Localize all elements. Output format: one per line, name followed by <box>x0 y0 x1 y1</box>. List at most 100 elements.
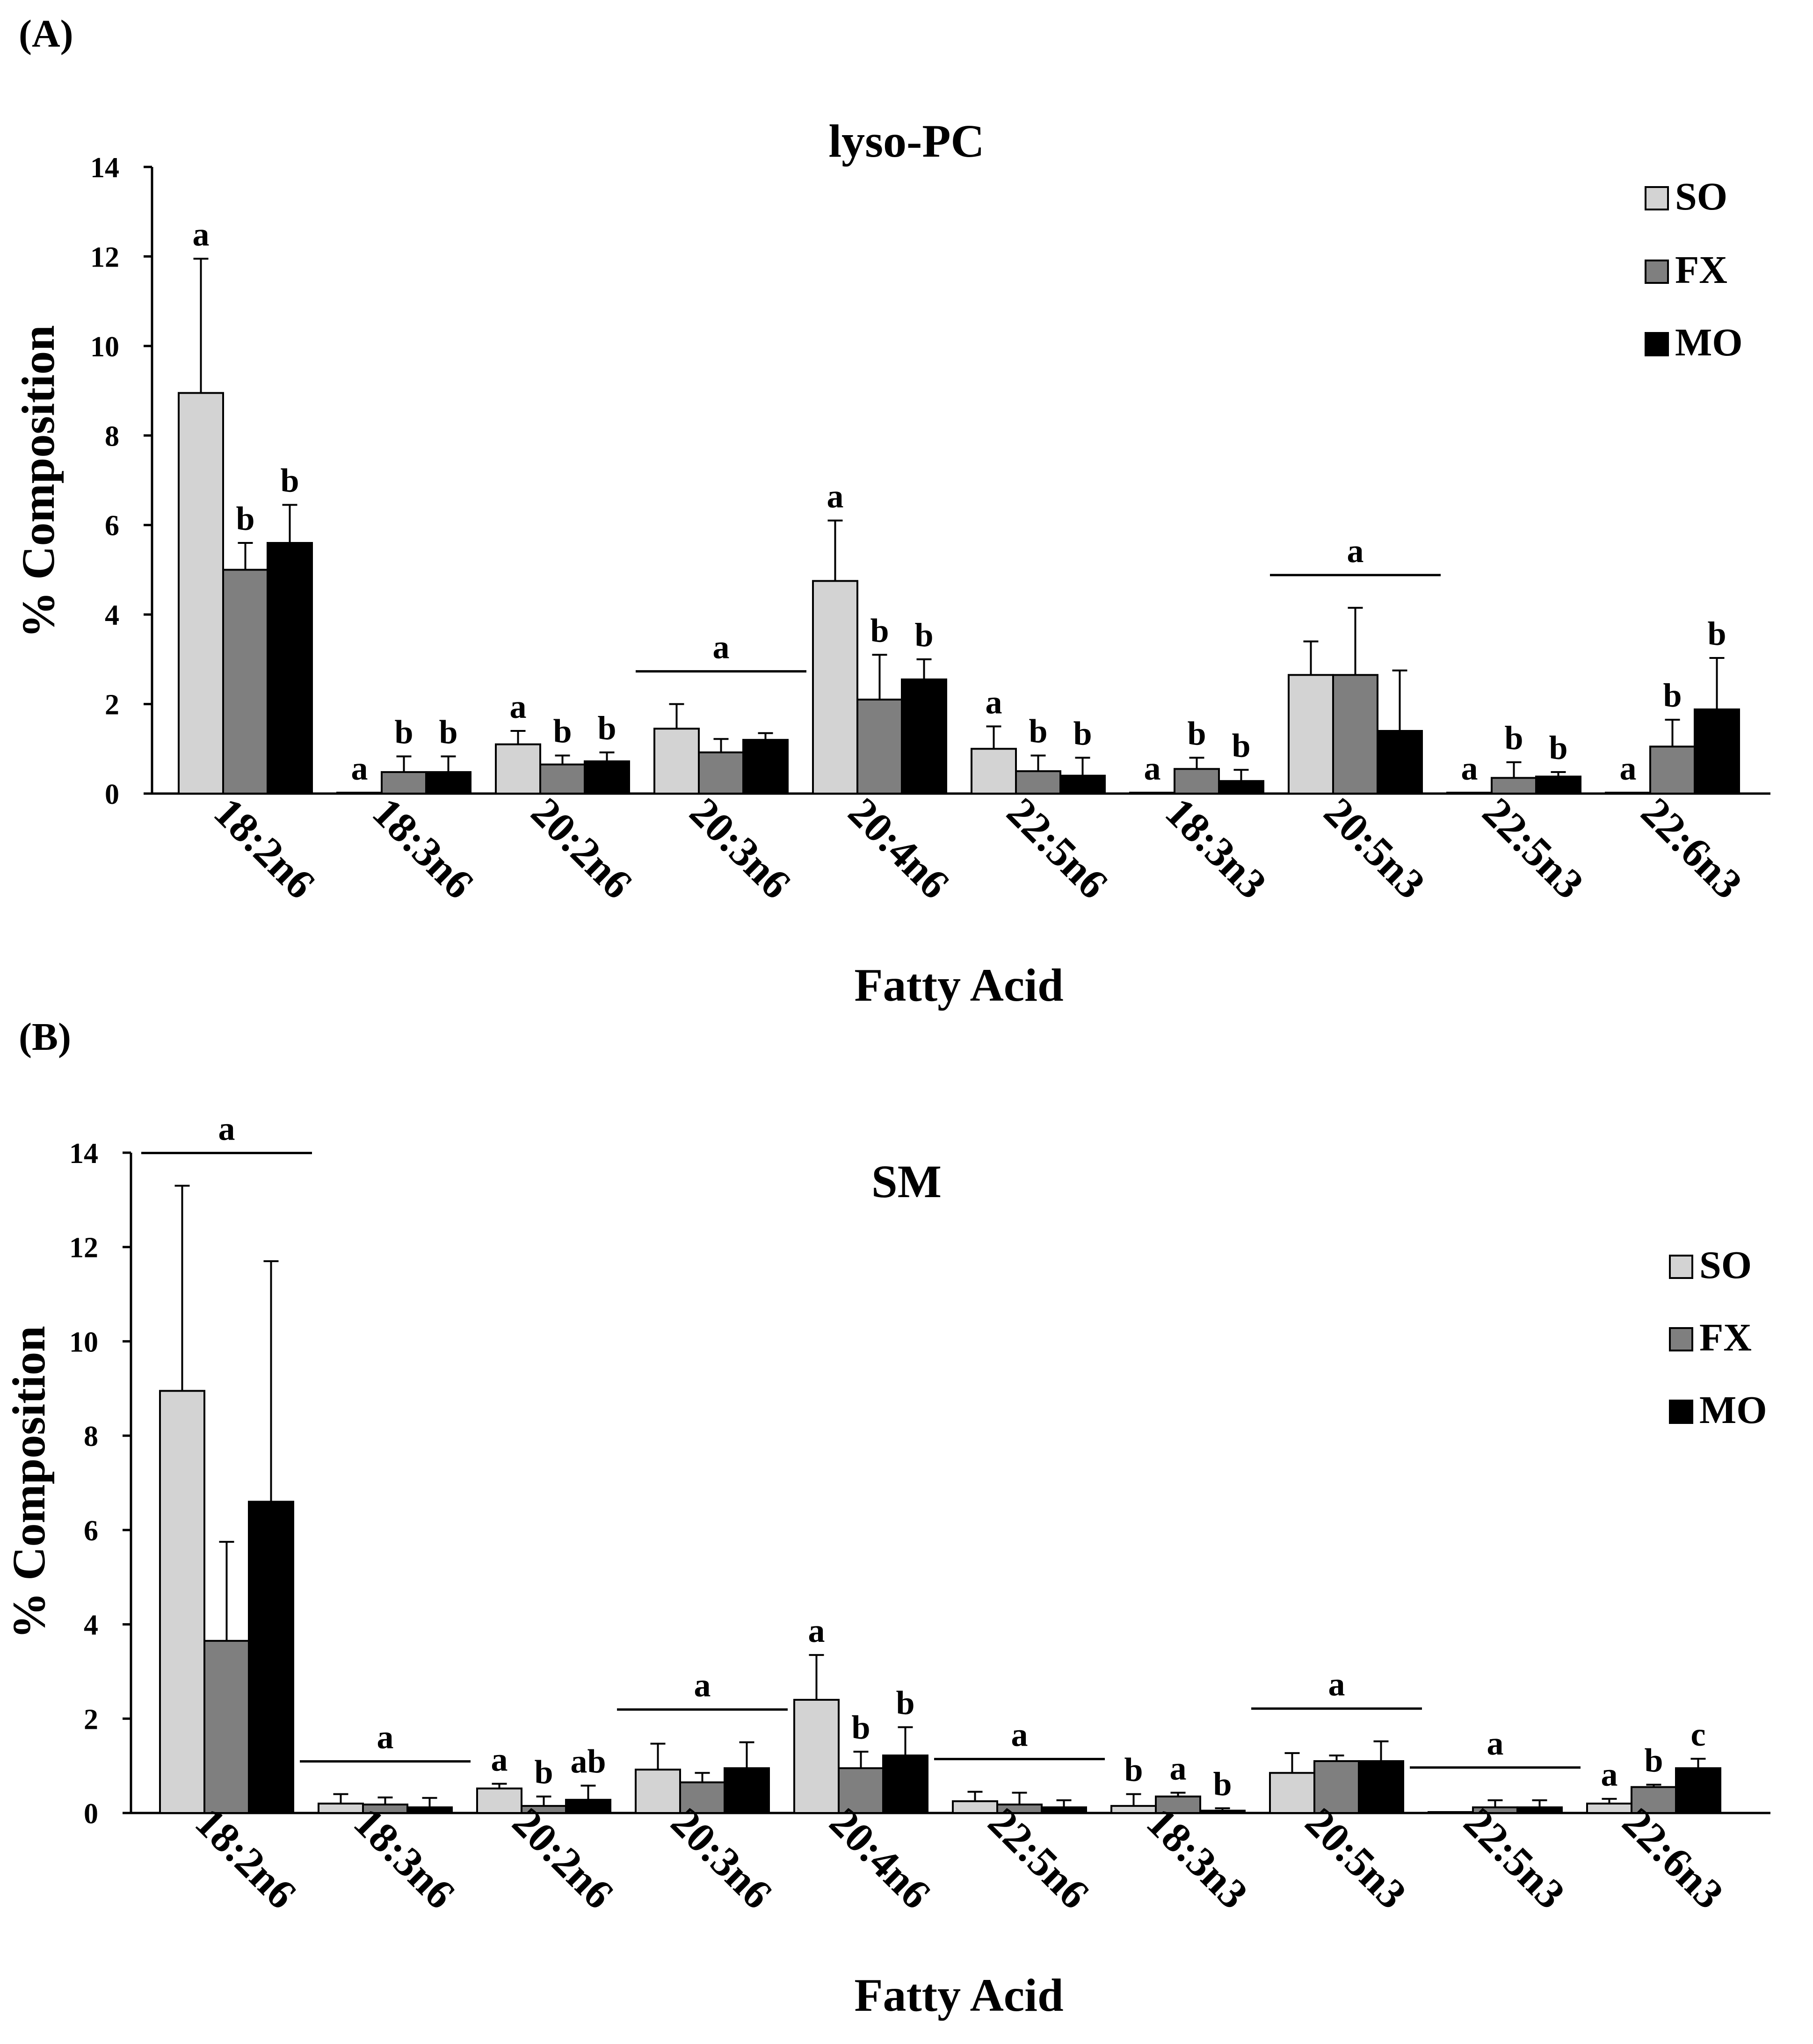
significance-letter: a <box>1347 532 1364 570</box>
bar-so <box>1129 792 1175 794</box>
bar-so <box>1605 792 1651 794</box>
significance-letter: b <box>1073 715 1092 752</box>
bar-so <box>653 728 700 794</box>
significance-letter: b <box>1029 713 1047 750</box>
y-axis-title: % Composition <box>12 325 64 638</box>
significance-letter: a <box>1170 1750 1187 1787</box>
bar-fx <box>1174 768 1220 795</box>
bar-so <box>1269 1772 1315 1814</box>
bar-fx <box>381 771 427 794</box>
bar-fx <box>1332 674 1378 795</box>
bar-mo <box>1535 775 1581 794</box>
legend-swatch-fx <box>1669 1327 1693 1351</box>
bar-fx <box>698 751 744 795</box>
significance-letter: a <box>1461 750 1478 787</box>
y-tick-label: 6 <box>105 510 119 542</box>
chart-panel-2: (B) SM 0 2 4 6 8 10 12 14 % Composition Fatty Acid 1… <box>3 1015 1770 2021</box>
bar-mo <box>425 771 471 794</box>
bar-mo <box>1059 774 1106 794</box>
y-tick-label: 14 <box>90 152 119 184</box>
bar-so <box>812 580 858 795</box>
x-tick-label: 20:4n6 <box>820 1799 939 1918</box>
bar-mo <box>882 1754 928 1814</box>
x-tick-label: 22:5n6 <box>979 1799 1098 1918</box>
y-tick-label: 6 <box>84 1515 98 1547</box>
significance-letter: a <box>1328 1666 1345 1703</box>
bar-fx <box>203 1640 250 1814</box>
x-tick-label: 22:6n3 <box>1632 789 1751 908</box>
bar-so <box>495 743 541 794</box>
y-tick-label: 0 <box>105 779 119 810</box>
bar-so <box>476 1787 522 1814</box>
significance-letter: a <box>1487 1725 1504 1762</box>
significance-letter: b <box>1644 1741 1663 1779</box>
significance-letter: b <box>394 714 413 751</box>
y-tick-label: 0 <box>84 1798 98 1830</box>
x-tick-label: 22:6n3 <box>1613 1799 1732 1918</box>
significance-letter: b <box>439 714 457 751</box>
x-tick-label: 18:3n3 <box>1156 789 1275 908</box>
significance-letter: b <box>553 713 572 750</box>
y-tick-label: 2 <box>105 689 119 721</box>
bar-so <box>971 748 1017 795</box>
bar-mo <box>406 1806 453 1814</box>
significance-letter: b <box>1213 1765 1232 1803</box>
significance-letter: b <box>896 1684 914 1721</box>
bar-so <box>178 392 224 794</box>
bar-so <box>1288 674 1334 795</box>
significance-letter: b <box>851 1709 870 1746</box>
x-tick-label: 18:3n6 <box>345 1799 464 1918</box>
bar-so <box>793 1698 840 1814</box>
bar-mo <box>1516 1806 1563 1814</box>
x-tick-label: 18:3n3 <box>1138 1799 1256 1918</box>
significance-letter: b <box>1663 677 1682 714</box>
y-tick-label: 8 <box>84 1421 98 1452</box>
y-tick-label: 8 <box>105 420 119 452</box>
x-tick-label: 20:2n6 <box>522 789 641 908</box>
y-tick-label: 4 <box>105 599 119 631</box>
x-tick-label: 18:2n6 <box>186 1799 305 1918</box>
y-tick-label: 4 <box>84 1610 98 1641</box>
bar-mo <box>1358 1760 1404 1814</box>
bar-mo <box>1377 730 1423 794</box>
bar-mo <box>742 739 789 794</box>
significance-letter: b <box>1232 727 1250 764</box>
significance-letter: b <box>597 709 616 747</box>
bar-fx <box>1649 745 1696 794</box>
bar-mo <box>1675 1767 1721 1814</box>
x-tick-label: 18:3n6 <box>363 789 482 908</box>
bar-mo <box>267 542 313 794</box>
x-tick-label: 18:2n6 <box>205 789 324 908</box>
chart-panel-1: (A) lyso-PC 0 2 4 6 8 10 12 14 % Composition Fatty … <box>12 12 1770 1011</box>
significance-letter: a <box>986 683 1002 721</box>
bar-mo <box>248 1501 294 1814</box>
panel-label: (A) <box>19 12 73 56</box>
bar-fx <box>1491 777 1537 794</box>
y-axis-title: % Composition <box>3 1326 55 1639</box>
bar-fx <box>679 1781 725 1814</box>
x-tick-label: 20:4n6 <box>839 789 958 908</box>
legend-swatch-mo <box>1645 332 1669 356</box>
legend-label: SO <box>1675 175 1727 218</box>
x-tick-label: 22:5n3 <box>1473 789 1592 908</box>
y-tick-label: 14 <box>69 1138 98 1170</box>
y-tick-label: 10 <box>90 331 119 363</box>
x-axis-title: Fatty Acid <box>854 1969 1063 2021</box>
bar-mo <box>1199 1809 1246 1814</box>
bar-mo <box>1218 780 1264 794</box>
panel-label: (B) <box>19 1015 71 1059</box>
y-tick-label: 10 <box>69 1326 98 1358</box>
bar-fx <box>1015 770 1061 794</box>
bar-so <box>1446 792 1493 794</box>
chart-title: lyso-PC <box>828 115 984 167</box>
legend-label: MO <box>1675 321 1743 364</box>
significance-letter: a <box>694 1667 711 1704</box>
significance-letter: a <box>1144 750 1161 787</box>
bar-so <box>318 1802 364 1814</box>
bar-so <box>635 1769 681 1814</box>
significance-letter: ab <box>570 1743 606 1780</box>
significance-letter: b <box>1549 729 1567 766</box>
bar-mo <box>901 678 947 795</box>
significance-letter: b <box>236 500 254 537</box>
